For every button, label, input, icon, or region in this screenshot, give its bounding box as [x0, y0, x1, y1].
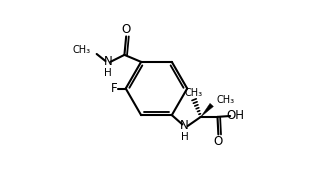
Text: N: N [104, 55, 113, 67]
Polygon shape [201, 103, 213, 117]
Text: CH₃: CH₃ [73, 45, 91, 55]
Text: H: H [181, 132, 188, 142]
Text: CH₃: CH₃ [216, 95, 234, 105]
Text: O: O [122, 23, 131, 36]
Text: H: H [105, 68, 112, 78]
Text: CH₃: CH₃ [184, 88, 202, 98]
Text: O: O [214, 135, 223, 148]
Text: F: F [111, 82, 118, 95]
Text: N: N [180, 119, 189, 132]
Text: OH: OH [227, 110, 245, 122]
